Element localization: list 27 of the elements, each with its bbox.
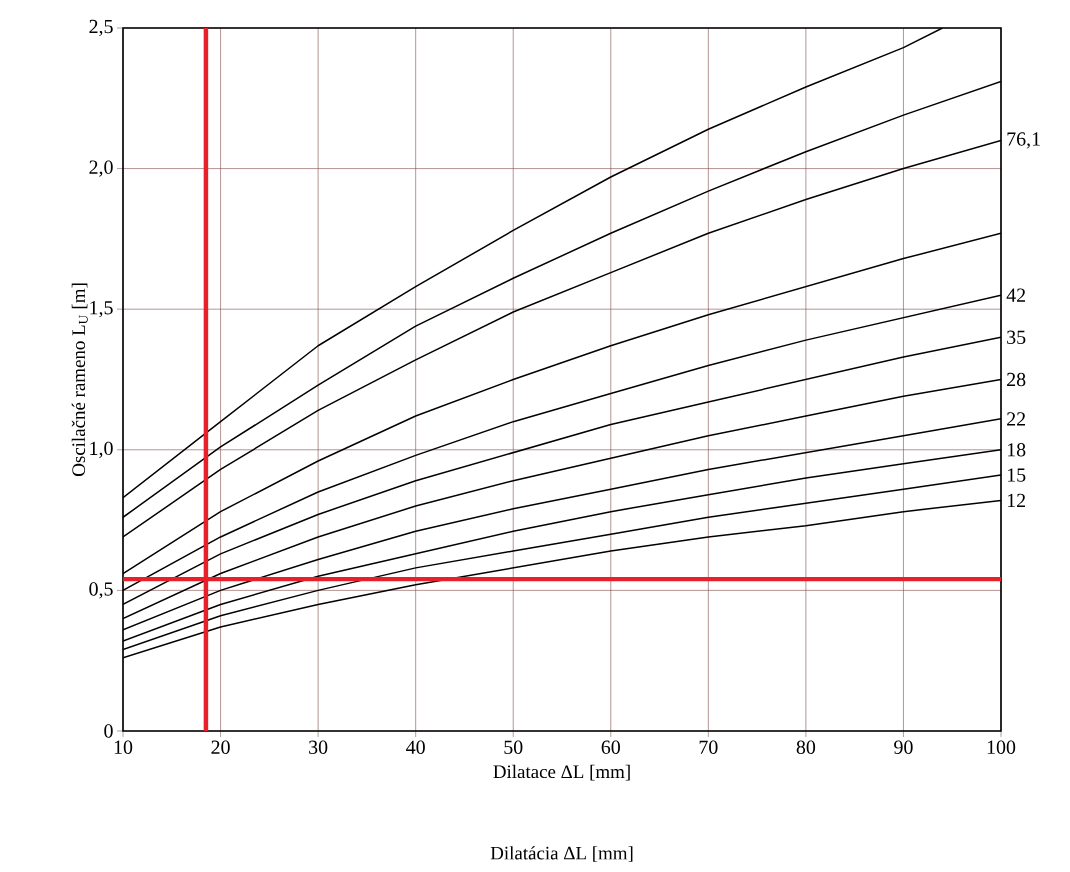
x-tick-label: 30 [309,740,328,754]
series-label: 28 [1007,372,1026,387]
series-label: 42 [1006,288,1026,302]
x-tick-label: 40 [406,740,425,754]
x-tick-label: 50 [504,740,523,754]
x-tick-label: 20 [211,740,230,754]
y-tick-label: 2,0 [89,160,113,177]
x-tick-label: 80 [796,740,816,754]
x-tick-label: 60 [601,740,620,754]
x-tick-label: 90 [894,740,913,754]
y-tick-label: 1,5 [90,301,113,318]
series-label: 12 [1007,493,1026,507]
x-tick-label: 100 [987,740,1016,754]
y-tick-label: 2,5 [89,19,113,37]
y-tick-label: 0,5 [89,582,113,599]
x-tick-label: 70 [699,740,718,754]
series-label: 76,1 [1007,132,1040,149]
y-tick-label: 1,0 [90,441,113,458]
series-label: 15 [1007,468,1026,482]
series-label: 22 [1007,412,1026,426]
y-tick-label: 0 [104,724,113,738]
series-label: 35 [1007,330,1026,344]
series-label: 18 [1007,443,1026,457]
x-tick-label: 10 [114,740,133,754]
y-axis-title: Oscilačné rameno L$_{U}$ [m] [71,283,88,476]
text: Dilatácia ΔL [mm] [490,846,633,862]
x-axis-title: Dilatace ΔL [mm] [493,764,630,781]
